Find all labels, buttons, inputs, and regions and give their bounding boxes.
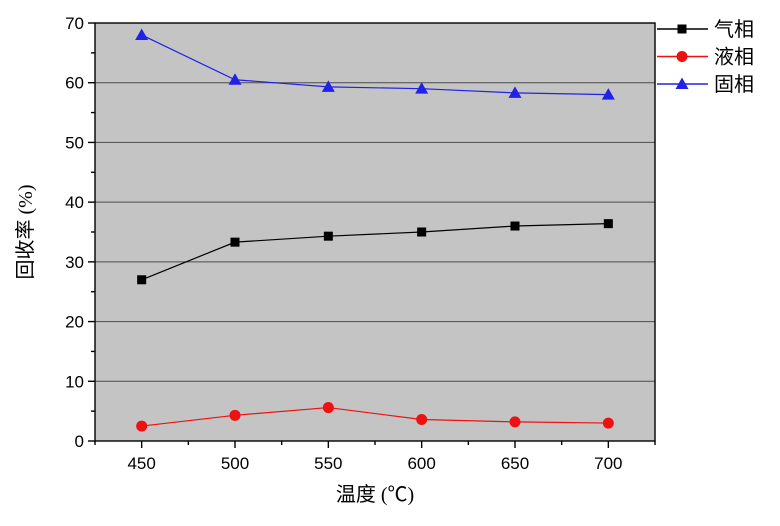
series-liquid-phase (136, 402, 614, 432)
y-tick-label: 30 (65, 253, 84, 272)
gas-phase-square-marker (323, 231, 333, 241)
legend-liquid-phase-circle-marker (676, 51, 688, 62)
x-tick-label: 650 (501, 454, 529, 473)
legend-label-solid-phase: 固相 (714, 73, 754, 96)
series-line-liquid-phase (141, 406, 609, 427)
solid-phase-triangle-marker (135, 28, 149, 40)
series-gas-phase (137, 219, 613, 285)
legend-item-solid-phase: 固相 (657, 73, 754, 96)
series-line-gas-phase (141, 223, 609, 281)
liquid-phase-circle-marker (229, 409, 241, 421)
y-tick-label: 60 (65, 74, 84, 93)
solid-phase-triangle-marker (601, 88, 615, 100)
liquid-phase-circle-marker (136, 420, 148, 432)
x-axis-title: 温度 (℃) (336, 483, 414, 506)
y-tick-label: 70 (65, 14, 84, 33)
gas-phase-square-marker (510, 221, 520, 231)
y-tick-label: 20 (65, 313, 84, 332)
y-tick-label: 0 (75, 432, 84, 451)
liquid-phase-circle-marker (509, 416, 521, 428)
x-tick-label: 700 (594, 454, 622, 473)
gas-phase-square-marker (137, 275, 147, 285)
gas-phase-square-marker (230, 237, 240, 247)
legend-item-liquid-phase: 液相 (657, 46, 754, 69)
series-line-solid-phase (141, 34, 609, 96)
x-tick-label: 550 (314, 454, 342, 473)
liquid-phase-circle-marker (602, 417, 614, 429)
solid-phase-triangle-marker (508, 86, 522, 98)
legend-label-gas-phase: 气相 (714, 18, 754, 41)
x-tick-label: 450 (127, 454, 155, 473)
plot-background (95, 23, 655, 441)
liquid-phase-circle-marker (322, 402, 334, 414)
gas-phase-square-marker (603, 219, 613, 229)
series-solid-phase (135, 28, 615, 100)
liquid-phase-circle-marker (416, 414, 428, 426)
y-tick-label: 10 (65, 372, 84, 391)
gas-phase-square-marker (417, 227, 427, 237)
y-axis-title: 回收率 (%) (14, 185, 37, 280)
legend-label-liquid-phase: 液相 (714, 46, 754, 69)
solid-phase-triangle-marker (321, 80, 335, 92)
solid-phase-triangle-marker (415, 82, 429, 94)
x-tick-label: 600 (407, 454, 435, 473)
y-tick-label: 40 (65, 193, 84, 212)
x-tick-label: 500 (221, 454, 249, 473)
y-tick-label: 50 (65, 133, 84, 152)
legend-solid-phase-triangle-marker (675, 77, 689, 89)
plot-layer: 0 10 20 30 40 50 60 70 450 500 550 600 650 700 (65, 14, 656, 473)
solid-phase-triangle-marker (228, 73, 242, 85)
legend-item-gas-phase: 气相 (657, 18, 754, 41)
legend-gas-phase-square-marker (677, 24, 687, 34)
